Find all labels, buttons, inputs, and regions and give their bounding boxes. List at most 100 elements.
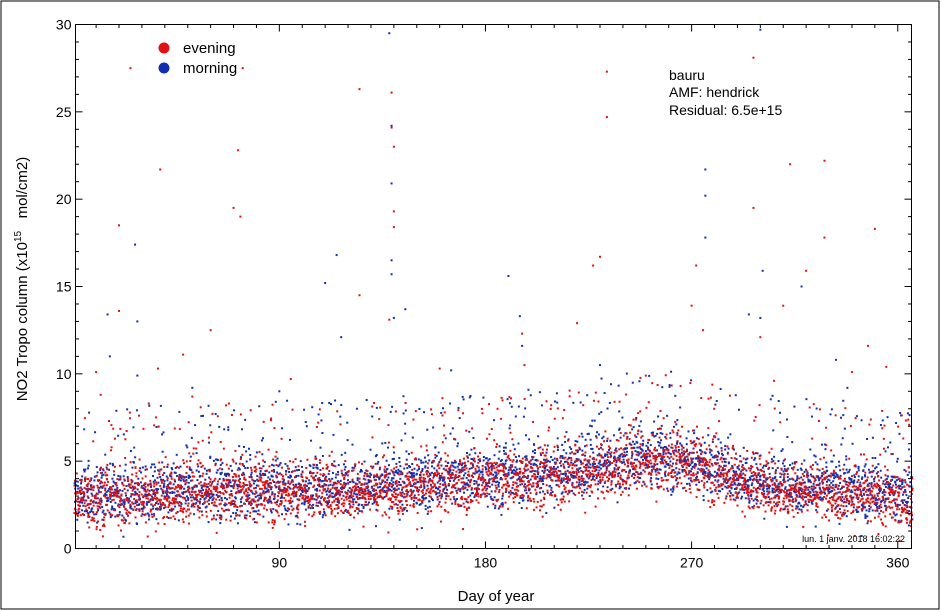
- point-morning: [775, 488, 778, 491]
- point-evening: [396, 503, 399, 506]
- point-evening: [199, 406, 202, 409]
- point-morning: [348, 528, 351, 531]
- point-morning: [878, 505, 881, 508]
- point-morning: [537, 435, 540, 438]
- point-morning: [107, 499, 110, 502]
- point-morning: [609, 439, 612, 442]
- point-morning: [737, 492, 740, 495]
- point-evening: [349, 500, 352, 503]
- point-morning: [493, 454, 496, 457]
- point-evening: [285, 494, 288, 497]
- point-morning: [729, 492, 732, 495]
- point-evening: [177, 493, 180, 496]
- point-morning: [421, 496, 424, 499]
- point-morning: [830, 496, 833, 499]
- point-morning: [685, 482, 688, 485]
- point-evening: [178, 475, 181, 478]
- point-morning: [633, 443, 636, 446]
- point-evening: [466, 501, 469, 504]
- point-evening: [238, 462, 241, 465]
- point-morning: [426, 512, 429, 515]
- point-evening: [378, 466, 381, 469]
- point-morning: [909, 455, 912, 458]
- point-morning: [698, 459, 701, 462]
- point-evening: [453, 484, 456, 487]
- point-morning: [875, 503, 878, 506]
- point-evening: [449, 498, 452, 501]
- point-evening: [88, 480, 91, 483]
- point-evening: [410, 492, 413, 495]
- point-morning: [596, 488, 599, 491]
- point-evening: [385, 481, 388, 484]
- point-morning: [690, 379, 693, 382]
- point-evening: [109, 488, 112, 491]
- point-morning: [585, 481, 588, 484]
- point-morning: [734, 474, 737, 477]
- point-evening: [148, 500, 151, 503]
- point-evening: [282, 475, 285, 478]
- point-evening: [304, 496, 307, 499]
- point-morning: [161, 450, 164, 453]
- point-morning: [99, 468, 102, 471]
- point-evening: [355, 483, 358, 486]
- point-evening: [97, 501, 100, 504]
- point-morning: [501, 497, 504, 500]
- point-morning: [90, 477, 93, 480]
- point-morning: [117, 492, 120, 495]
- point-evening: [268, 497, 271, 500]
- point-morning: [855, 509, 858, 512]
- point-morning: [109, 497, 112, 500]
- point-morning: [851, 442, 854, 445]
- point-morning: [719, 441, 722, 444]
- point-morning: [409, 466, 412, 469]
- point-evening: [271, 521, 274, 524]
- point-morning: [744, 458, 747, 461]
- point-morning: [521, 476, 524, 479]
- point-morning: [549, 492, 552, 495]
- point-morning: [485, 484, 488, 487]
- point-evening: [116, 478, 119, 481]
- point-evening: [91, 516, 94, 519]
- point-evening: [144, 495, 147, 498]
- point-evening: [329, 488, 332, 491]
- point-evening: [447, 495, 450, 498]
- point-morning: [653, 420, 656, 423]
- point-evening: [479, 494, 482, 497]
- point-morning: [482, 396, 485, 399]
- point-morning: [830, 490, 833, 493]
- point-morning: [696, 471, 699, 474]
- point-morning: [871, 509, 874, 512]
- point-evening: [83, 491, 86, 494]
- point-evening: [253, 466, 256, 469]
- point-morning: [235, 462, 238, 465]
- point-morning: [147, 513, 150, 516]
- point-morning: [83, 468, 86, 471]
- point-evening: [457, 409, 460, 412]
- point-morning: [219, 463, 222, 466]
- point-evening: [133, 505, 136, 508]
- point-evening: [423, 484, 426, 487]
- point-morning: [426, 506, 429, 509]
- point-morning: [727, 447, 730, 450]
- point-morning: [312, 507, 315, 510]
- point-morning-outlier: [340, 336, 343, 339]
- point-morning: [654, 434, 657, 437]
- point-morning: [617, 384, 620, 387]
- point-evening: [454, 477, 457, 480]
- point-evening: [468, 475, 471, 478]
- point-morning: [150, 513, 153, 516]
- point-morning: [149, 486, 152, 489]
- point-evening: [99, 498, 102, 501]
- point-morning: [398, 457, 401, 460]
- point-evening: [418, 477, 421, 480]
- point-morning: [444, 437, 447, 440]
- point-evening: [291, 408, 294, 411]
- point-morning: [592, 451, 595, 454]
- point-morning: [232, 511, 235, 514]
- point-evening: [182, 511, 185, 514]
- point-morning: [504, 442, 507, 445]
- point-morning: [111, 494, 114, 497]
- point-morning: [717, 468, 720, 471]
- point-morning: [374, 493, 377, 496]
- point-morning-outlier: [335, 254, 338, 257]
